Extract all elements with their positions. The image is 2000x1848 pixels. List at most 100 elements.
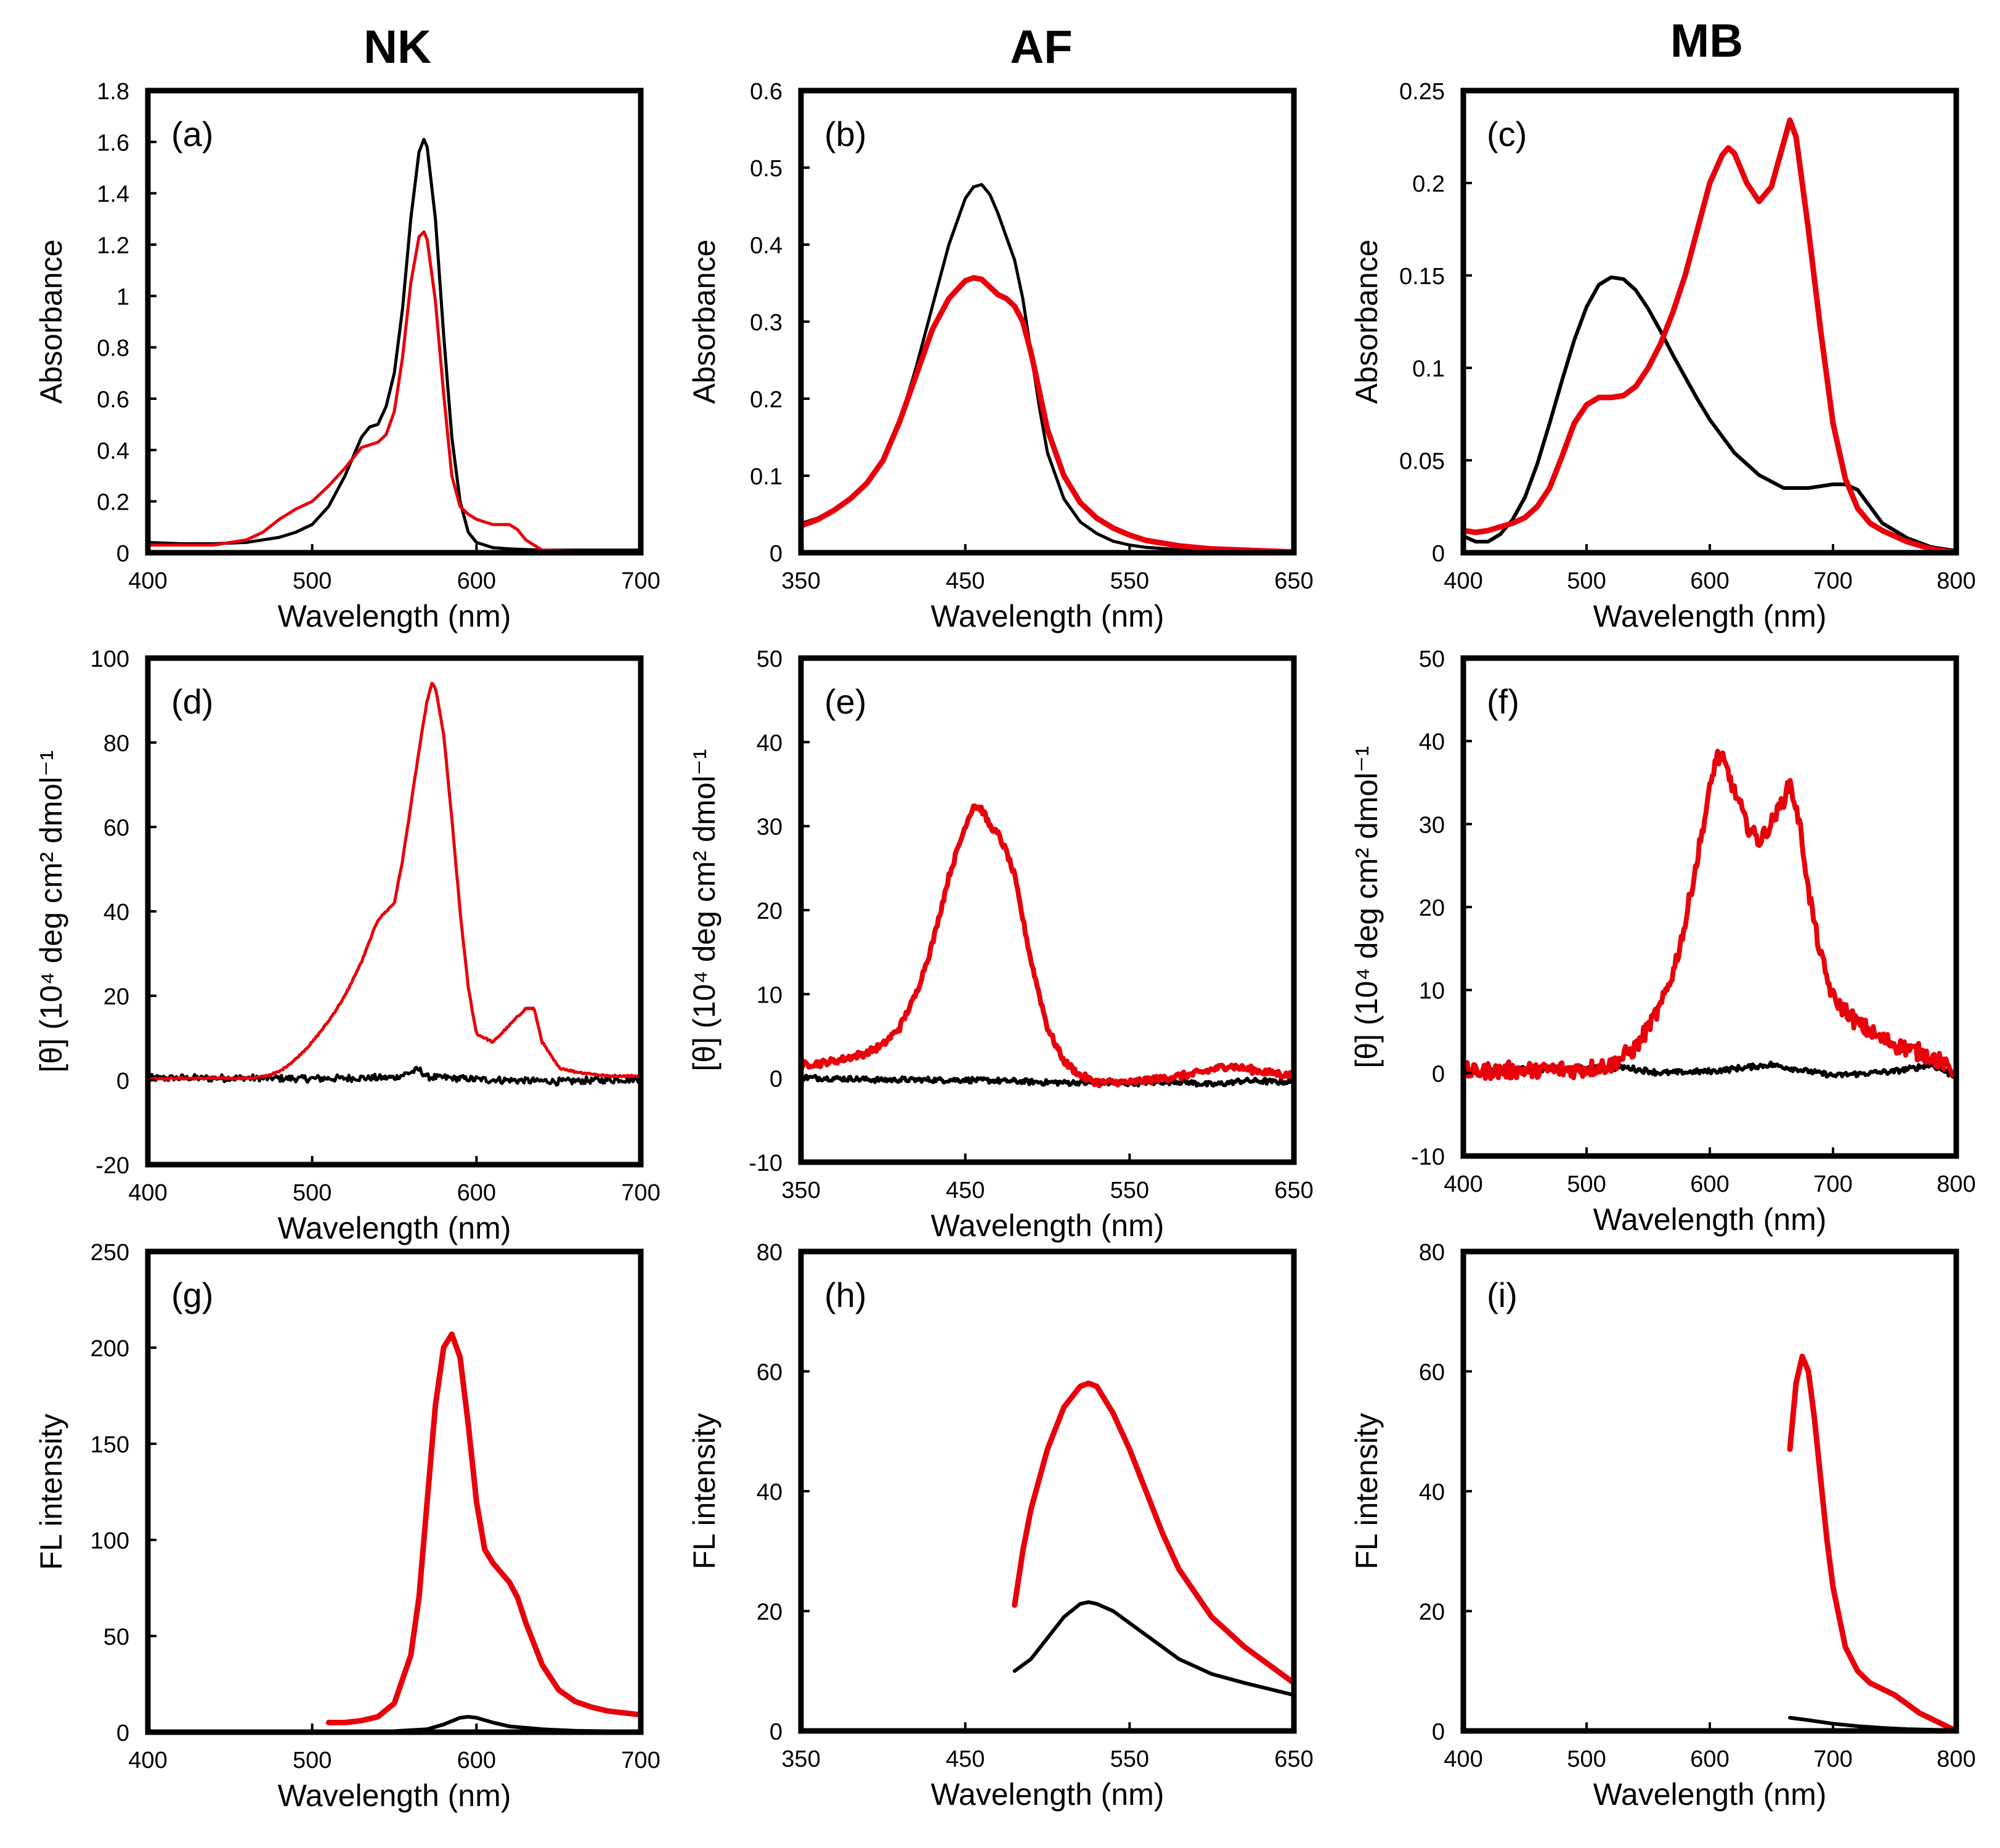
y-tick-label-i-40: 40 xyxy=(1419,1480,1445,1505)
y-tick-label-h-0: 0 xyxy=(770,1719,783,1745)
y-tick-label-g-100: 100 xyxy=(91,1528,129,1554)
y-tick-label-d-40: 40 xyxy=(104,900,129,926)
y-tick-label-b-0: 0 xyxy=(770,541,783,567)
y-axis-label-e: [θ] (10⁴ deg cm² dmol⁻¹ xyxy=(687,749,722,1071)
y-tick-label-i-0: 0 xyxy=(1432,1719,1445,1745)
y-tick-label-f-40: 40 xyxy=(1419,730,1445,755)
y-tick-label-i-20: 20 xyxy=(1419,1600,1445,1626)
series-red-b xyxy=(801,275,1294,553)
x-tick-label-f-600: 600 xyxy=(1690,1171,1729,1197)
y-tick-label-i-80: 80 xyxy=(1419,1240,1445,1266)
series-black-d xyxy=(148,1065,641,1087)
x-tick-label-h-650: 650 xyxy=(1274,1746,1313,1772)
y-tick-label-c-0.25: 0.25 xyxy=(1399,79,1445,105)
x-tick-label-f-400: 400 xyxy=(1444,1171,1482,1197)
y-tick-label-e-0: 0 xyxy=(770,1067,783,1093)
column-title-af: AF xyxy=(1010,21,1072,73)
x-tick-label-b-350: 350 xyxy=(781,568,820,594)
y-tick-label-g-150: 150 xyxy=(91,1432,129,1458)
x-tick-label-d-700: 700 xyxy=(621,1180,660,1206)
x-axis-label-e: Wavelength (nm) xyxy=(931,1208,1165,1243)
y-tick-label-a-1.6: 1.6 xyxy=(97,130,129,156)
y-tick-label-c-0.15: 0.15 xyxy=(1399,264,1445,290)
panel-h: 350 450 550 650 0 20 40 60 80 Wavelength (nm) FL i… xyxy=(687,1240,1314,1812)
panel-label-a: (a) xyxy=(171,115,213,153)
panel-b: 350 450 550 650 0 0.1 0.2 0.3 0.4 0.5 0.6 Wavelengt… xyxy=(687,79,1314,633)
y-tick-label-a-0.6: 0.6 xyxy=(97,387,129,413)
x-tick-label-d-400: 400 xyxy=(128,1180,167,1206)
x-tick-label-f-700: 700 xyxy=(1813,1171,1852,1197)
x-axis-label-c: Wavelength (nm) xyxy=(1593,599,1827,633)
x-tick-label-b-550: 550 xyxy=(1110,568,1149,594)
x-axis-label-g: Wavelength (nm) xyxy=(278,1778,511,1813)
x-axis-label-h: Wavelength (nm) xyxy=(931,1777,1165,1812)
x-tick-label-a-400: 400 xyxy=(128,568,167,594)
x-tick-label-e-650: 650 xyxy=(1274,1178,1313,1203)
plot-frame-a xyxy=(145,88,644,556)
panel-d: 400 500 600 700 -20 0 20 40 60 80 100 Wavelength (n… xyxy=(34,646,661,1245)
x-tick-label-a-700: 700 xyxy=(621,568,660,594)
x-tick-label-i-400: 400 xyxy=(1444,1746,1482,1772)
x-axis-label-d: Wavelength (nm) xyxy=(278,1211,511,1245)
panel-e: 350 450 550 650 -10 0 10 20 30 40 50 Wavelength (nm… xyxy=(687,646,1314,1243)
series-group-e xyxy=(801,803,1294,1088)
x-tick-label-g-500: 500 xyxy=(293,1748,331,1773)
y-tick-label-c-0.1: 0.1 xyxy=(1412,356,1445,382)
y-axis-label-i: FL intensity xyxy=(1349,1413,1384,1569)
series-red-d xyxy=(148,682,641,1081)
y-tick-label-a-0.8: 0.8 xyxy=(97,336,129,362)
series-black-e xyxy=(801,1073,1294,1088)
y-tick-label-g-50: 50 xyxy=(104,1624,129,1650)
x-tick-label-i-800: 800 xyxy=(1937,1746,1975,1772)
y-tick-label-g-200: 200 xyxy=(91,1336,129,1362)
y-tick-label-d-100: 100 xyxy=(91,646,129,672)
y-axis-label-d: [θ] (10⁴ deg cm² dmol⁻¹ xyxy=(34,750,68,1072)
series-red-h xyxy=(1012,1380,1294,1686)
x-tick-label-f-800: 800 xyxy=(1937,1171,1975,1197)
y-axis-label-c: Absorbance xyxy=(1349,240,1384,404)
panel-a: 400 500 600 700 0 0.2 0.4 0.6 0.8 1 1.2 1.4 1.6 1.8 Wa… xyxy=(34,79,661,633)
y-tick-label-a-1.2: 1.2 xyxy=(97,233,129,259)
plot-frame-g xyxy=(145,1248,644,1735)
y-tick-label-f-20: 20 xyxy=(1419,895,1445,921)
y-tick-label-e-20: 20 xyxy=(757,898,783,924)
y-tick-label-b-0.6: 0.6 xyxy=(750,79,783,105)
x-tick-label-h-350: 350 xyxy=(781,1746,820,1772)
y-tick-label-f-30: 30 xyxy=(1419,812,1445,838)
y-tick-label-b-0.4: 0.4 xyxy=(750,233,783,259)
y-tick-label-b-0.1: 0.1 xyxy=(750,464,783,490)
x-tick-label-i-600: 600 xyxy=(1690,1746,1729,1772)
series-group-h xyxy=(1012,1380,1294,1697)
y-tick-label-i-60: 60 xyxy=(1419,1360,1445,1386)
x-tick-label-c-700: 700 xyxy=(1813,568,1852,594)
x-tick-label-c-400: 400 xyxy=(1444,568,1482,594)
x-tick-label-b-450: 450 xyxy=(946,568,985,594)
x-tick-label-e-550: 550 xyxy=(1110,1178,1149,1203)
series-red-a xyxy=(148,230,641,553)
series-group-d xyxy=(148,682,641,1087)
x-tick-label-e-350: 350 xyxy=(781,1178,820,1203)
x-tick-label-d-500: 500 xyxy=(293,1180,331,1206)
y-tick-label-d-20: 20 xyxy=(104,984,129,1010)
x-tick-label-d-600: 600 xyxy=(457,1180,496,1206)
x-tick-label-b-650: 650 xyxy=(1274,568,1313,594)
series-black-a xyxy=(148,137,641,552)
series-red-c xyxy=(1463,117,1956,553)
series-group-c xyxy=(1463,117,1956,553)
y-tick-label-d-80: 80 xyxy=(104,731,129,757)
y-tick-label-a-0: 0 xyxy=(116,541,129,567)
y-tick-label-e-40: 40 xyxy=(757,730,783,756)
y-tick-label-h-80: 80 xyxy=(757,1240,783,1266)
panel-i: 400 500 600 700 800 0 20 40 60 80 Wavelength (nm) F… xyxy=(1349,1240,1976,1812)
y-tick-label-f-50: 50 xyxy=(1419,646,1445,672)
panel-c: 400 500 600 700 800 0 0.05 0.1 0.15 0.2 0.25 Wavele… xyxy=(1349,79,1976,633)
y-tick-label-d--20: -20 xyxy=(96,1153,129,1179)
y-tick-label-g-250: 250 xyxy=(91,1240,129,1266)
x-tick-label-g-600: 600 xyxy=(457,1748,496,1773)
panel-label-h: (h) xyxy=(824,1276,866,1314)
y-tick-label-e-10: 10 xyxy=(757,982,783,1008)
y-tick-label-d-60: 60 xyxy=(104,815,129,841)
column-title-mb: MB xyxy=(1670,15,1743,67)
series-red-g xyxy=(325,1331,641,1725)
y-tick-label-h-60: 60 xyxy=(757,1360,783,1386)
